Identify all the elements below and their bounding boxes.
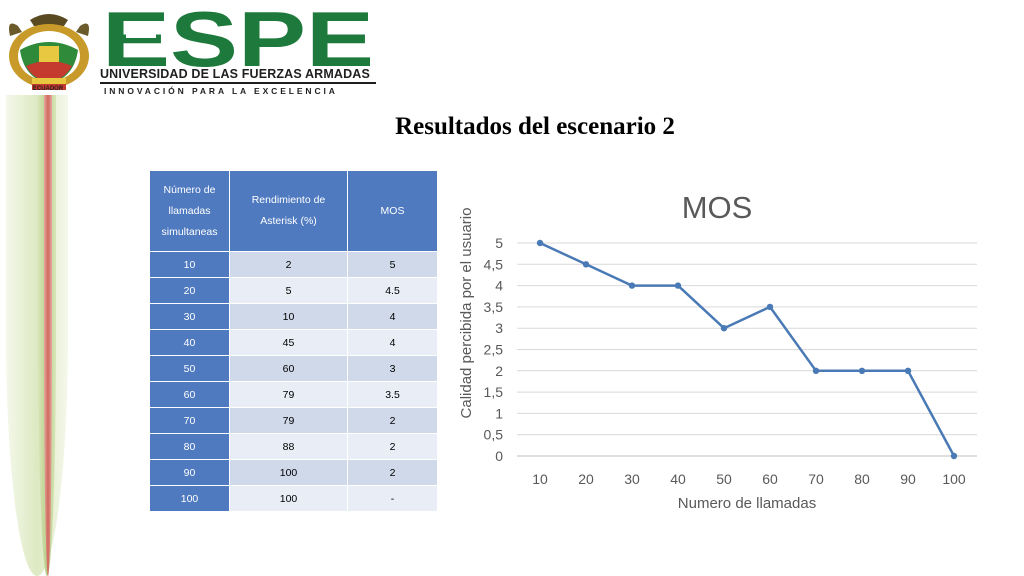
y-tick-label: 4	[495, 278, 503, 294]
x-tick-label: 20	[578, 471, 594, 487]
table-cell: 100	[229, 459, 348, 486]
slide-title: Resultados del escenario 2	[395, 113, 675, 140]
table-row: 100 100-	[149, 485, 438, 512]
y-tick-label: 4,5	[484, 256, 504, 272]
table-cell: 79	[229, 381, 348, 408]
table-cell: 40	[149, 329, 230, 356]
y-tick-label: 3	[495, 320, 503, 336]
x-tick-label: 80	[854, 471, 870, 487]
y-tick-label: 0	[495, 448, 503, 464]
y-tick-label: 1	[495, 405, 503, 421]
table-cell: 60	[229, 355, 348, 382]
data-point	[858, 367, 866, 374]
x-tick-label: 100	[942, 471, 966, 487]
university-name: UNIVERSIDAD DE LAS FUERZAS ARMADAS	[100, 67, 370, 81]
y-tick-label: 5	[495, 235, 503, 251]
table-cell: 45	[229, 329, 348, 356]
table-cell: 2	[347, 407, 438, 434]
table-cell: 50	[149, 355, 230, 382]
chart-title: MOS	[682, 190, 753, 225]
x-tick-label: 90	[900, 471, 916, 487]
table-cell: 100	[229, 485, 348, 512]
y-axis-label: Calidad percibida por el usuario	[458, 208, 475, 419]
data-point	[812, 367, 820, 374]
table-cell: 5	[229, 277, 348, 304]
column-header-mos: MOS	[347, 170, 438, 252]
data-point	[766, 303, 774, 311]
table-row: 70 79 2	[149, 407, 438, 434]
table-cell: 4	[347, 329, 438, 356]
table-cell: 70	[149, 407, 230, 434]
table-row: 30 10 4	[149, 303, 438, 330]
data-point	[950, 452, 958, 460]
x-tick-label: 50	[716, 471, 732, 487]
table-header-row: Número de llamadas simultaneas Rendimien…	[149, 170, 438, 252]
mos-line-chart: MOS Numero de llamadas Calidad percibida…	[458, 190, 977, 512]
y-tick-label: 2,5	[484, 342, 504, 358]
table-row: 90 100 2	[149, 459, 438, 486]
university-tagline: INNOVACIÓN PARA LA EXCELENCIA	[104, 86, 338, 96]
y-tick-label: 3,5	[484, 299, 504, 315]
x-tick-label: 40	[670, 471, 686, 487]
series-line	[539, 241, 956, 457]
table-cell: 3	[347, 355, 438, 382]
table-cell: 2	[347, 433, 438, 460]
data-point	[628, 282, 636, 289]
table-cell: 5	[347, 251, 438, 278]
data-point	[720, 325, 728, 332]
column-header-calls: Número de llamadas simultaneas	[149, 170, 230, 252]
table-row: 80 88 2	[149, 433, 438, 460]
table-cell: 2	[347, 459, 438, 486]
x-tick-label: 70	[808, 471, 824, 487]
x-tick-label: 60	[762, 471, 778, 487]
table-cell: -	[347, 485, 438, 512]
table-cell: 80	[149, 433, 230, 460]
table-row: 10 2 5	[149, 251, 438, 278]
decorative-stripe	[44, 95, 52, 576]
table-cell: 30	[149, 303, 230, 330]
table-cell: 10	[229, 303, 348, 330]
table-cell: 20	[149, 277, 230, 304]
crest-logo-icon	[9, 14, 89, 90]
y-tick-label: 2	[495, 363, 503, 379]
y-tick-label: 0,5	[484, 427, 504, 443]
results-table: Número de llamadas simultaneas Rendimien…	[149, 170, 438, 512]
table-cell: 88	[229, 433, 348, 460]
data-point	[674, 282, 682, 289]
table-row: 50 60 3	[149, 355, 438, 382]
data-point	[904, 367, 912, 374]
table-cell: 60	[149, 381, 230, 408]
table-cell: 3.5	[347, 381, 438, 408]
x-axis-label: Numero de llamadas	[678, 495, 816, 512]
x-tick-label: 30	[624, 471, 640, 487]
table-cell: 4.5	[347, 277, 438, 304]
crest-caption: ECUADOR	[32, 86, 64, 92]
espe-wordmark: ESPE	[102, 4, 374, 74]
wordmark-text: ESPE	[102, 4, 374, 74]
table-row: 60 79 3.5	[149, 381, 438, 408]
x-tick-label: 10	[532, 471, 548, 487]
table-cell: 90	[149, 459, 230, 486]
data-point	[536, 239, 544, 247]
table-row: 40 45 4	[149, 329, 438, 356]
column-header-performance: Rendimiento de Asterisk (%)	[229, 170, 348, 252]
y-tick-label: 1,5	[484, 384, 504, 400]
table-cell: 2	[229, 251, 348, 278]
table-cell: 79	[229, 407, 348, 434]
logo-divider	[100, 82, 376, 84]
table-cell: 10	[149, 251, 230, 278]
decorative-stripe	[6, 95, 68, 576]
table-cell: 100	[149, 485, 230, 512]
data-point	[582, 261, 590, 268]
table-cell: 4	[347, 303, 438, 330]
table-row: 20 5 4.5	[149, 277, 438, 304]
